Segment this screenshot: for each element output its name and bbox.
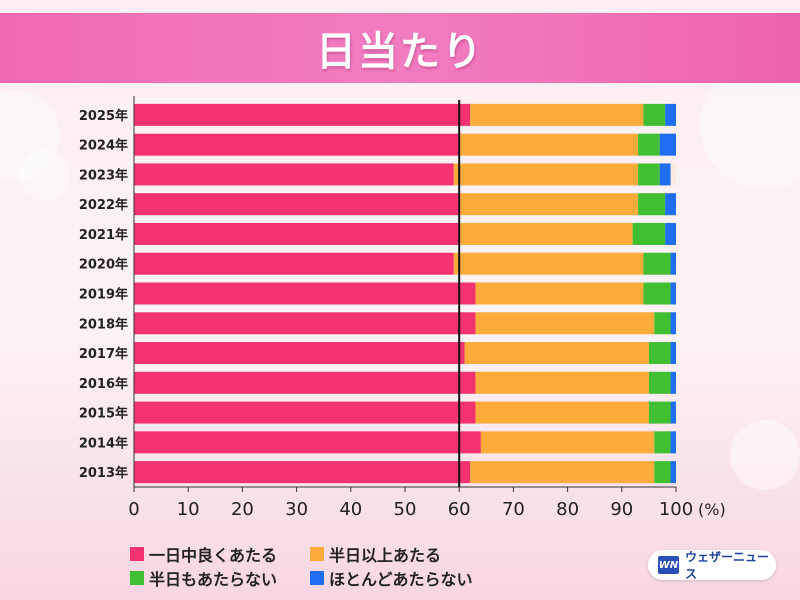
y-tick-label: 2024年 [79, 138, 128, 154]
bar-segment-3 [638, 133, 660, 156]
y-tick-label: 2016年 [79, 376, 128, 392]
bar-segment-1 [134, 461, 471, 484]
bar-segment-2 [470, 103, 644, 126]
bar-segment-3 [648, 342, 671, 365]
y-tick-label: 2014年 [79, 435, 128, 451]
weathernews-logo-mark: WN [658, 556, 679, 574]
legend-label-all-day: 一日中良くあたる [149, 546, 278, 565]
bar-segment-1 [134, 282, 476, 305]
bar-segment-1 [134, 371, 476, 394]
bar-segment-2 [459, 133, 639, 156]
bar-segment-4 [670, 312, 676, 335]
bar-segment-4 [665, 193, 676, 216]
bar-segment-1 [134, 431, 481, 454]
x-tick-label: 50 [394, 499, 417, 520]
legend-swatch-all-day [130, 547, 144, 561]
bar-segment-1 [134, 163, 454, 186]
x-tick-label: 90 [610, 499, 633, 520]
bar-segment-3 [643, 282, 671, 305]
legend-swatch-half-day [130, 571, 144, 585]
legend-label-half-day-plus: 半日以上あたる [329, 546, 442, 565]
bar-segment-3 [638, 163, 660, 186]
bar-segment-1 [134, 193, 460, 216]
bar-segment-1 [134, 222, 460, 245]
bar-segment-4 [670, 371, 676, 394]
legend-label-half-day: 半日もあたらない [149, 570, 278, 589]
bar-segment-4 [670, 342, 676, 365]
x-tick-label: 40 [339, 499, 362, 520]
y-tick-label: 2017年 [79, 346, 128, 362]
bar-segment-4 [670, 461, 676, 484]
legend-item-half-day: 半日もあたらない [130, 567, 277, 589]
x-tick-label: 0 [128, 499, 139, 520]
y-tick-label: 2018年 [79, 316, 128, 332]
y-tick-label: 2013年 [79, 465, 128, 481]
bar-segment-2 [459, 193, 639, 216]
bar-segment-2 [475, 282, 644, 305]
bar-segment-4 [659, 163, 671, 186]
bar-segment-3 [638, 193, 666, 216]
bar-segment-2 [453, 163, 639, 186]
x-tick-label: 10 [177, 499, 200, 520]
bar-segment-1 [134, 401, 476, 424]
bar-segment-1 [134, 133, 460, 156]
bar-segment-2 [475, 401, 649, 424]
title-banner: 日当たり [0, 13, 800, 83]
legend-swatch-rarely [310, 571, 324, 585]
bar-segment-2 [470, 461, 655, 484]
x-tick-label: 60 [448, 499, 471, 520]
x-tick-label: 20 [231, 499, 254, 520]
bar-segment-4 [659, 133, 676, 156]
y-tick-label: 2022年 [79, 197, 128, 213]
background-petal [20, 150, 70, 200]
bar-segment-3 [632, 222, 666, 245]
page-title: 日当たり [316, 29, 484, 75]
x-tick-label: 70 [502, 499, 525, 520]
bar-segment-2 [475, 371, 649, 394]
background-petal [730, 420, 800, 490]
bar-segment-4 [670, 431, 676, 454]
bar-segment-2 [475, 312, 655, 335]
y-tick-label: 2025年 [79, 108, 128, 124]
y-tick-label: 2021年 [79, 227, 128, 243]
x-tick-label: 30 [285, 499, 308, 520]
legend-item-rarely: ほとんどあたらない [310, 567, 473, 589]
bar-segment-1 [134, 342, 465, 365]
bar-segment-4 [670, 282, 676, 305]
bar-segment-4 [670, 252, 676, 275]
legend-swatch-half-day-plus [310, 547, 324, 561]
bar-segment-3 [643, 252, 671, 275]
legend-item-half-day-plus: 半日以上あたる [310, 543, 441, 565]
bar-segment-1 [134, 103, 471, 126]
bar-segment-2 [459, 222, 633, 245]
x-unit-label: (%) [698, 500, 726, 519]
bar-segment-3 [648, 401, 671, 424]
weathernews-logo: WN ウェザーニュース [648, 550, 776, 581]
bar-segment-3 [654, 461, 671, 484]
bar-segment-2 [464, 342, 649, 365]
y-tick-label: 2015年 [79, 406, 128, 422]
bar-segment-3 [648, 371, 671, 394]
weathernews-logo-text: ウェザーニュース [684, 550, 769, 581]
bar-segment-3 [654, 312, 671, 335]
y-tick-label: 2019年 [79, 287, 128, 303]
chart-legend: 一日中良くあたる 半日以上あたる 半日もあたらない ほとんどあたらない [130, 540, 550, 590]
bar-segment-1 [134, 252, 454, 275]
legend-item-all-day: 一日中良くあたる [130, 543, 277, 565]
bar-segment-3 [643, 103, 666, 126]
bar-segment-3 [654, 431, 671, 454]
bar-segment-4 [665, 103, 676, 126]
legend-label-rarely: ほとんどあたらない [329, 570, 473, 589]
y-tick-label: 2023年 [79, 167, 128, 183]
y-tick-label: 2020年 [79, 257, 128, 273]
bar-segment-4 [670, 401, 676, 424]
bar-segment-4 [665, 222, 676, 245]
x-tick-label: 100 [659, 499, 693, 520]
bar-segment-2 [453, 252, 644, 275]
bar-segment-1 [134, 312, 476, 335]
bar-segment-2 [480, 431, 655, 454]
x-tick-label: 80 [556, 499, 579, 520]
